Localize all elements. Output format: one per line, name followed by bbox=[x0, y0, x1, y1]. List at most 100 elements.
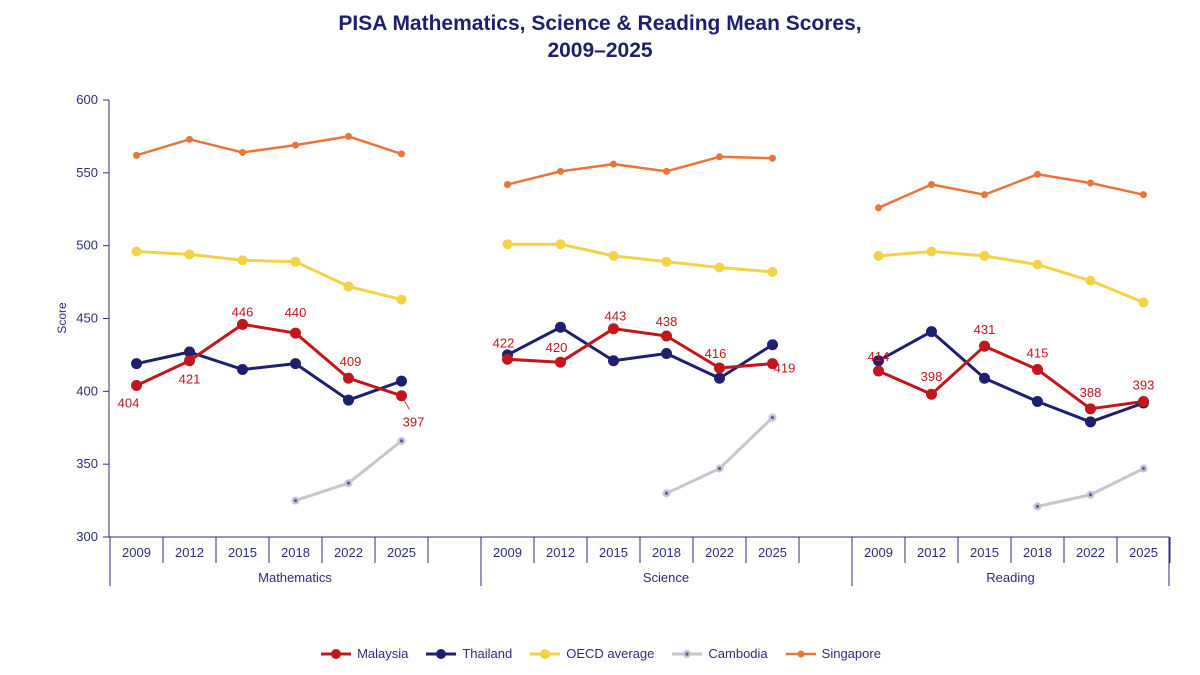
data-label-malaysia: 393 bbox=[1133, 378, 1155, 393]
data-point-oecd-average bbox=[661, 256, 672, 267]
chart-legend: Malaysia Thailand OECD average Cambodia Sing… bbox=[0, 646, 1200, 661]
data-label-malaysia: 419 bbox=[774, 361, 796, 376]
x-group-label: Science bbox=[643, 570, 689, 585]
series-line-singapore-reading bbox=[877, 173, 1144, 209]
y-tick-label: 550 bbox=[76, 165, 98, 180]
data-point-thailand bbox=[1032, 396, 1043, 408]
data-point-oecd-average bbox=[608, 250, 619, 261]
x-tick-label: 2015 bbox=[599, 545, 628, 560]
legend-item-cambodia: Cambodia bbox=[670, 646, 768, 661]
series-line-thailand-mathematics bbox=[136, 350, 403, 402]
data-point-thailand bbox=[237, 363, 248, 375]
x-tick-label: 2022 bbox=[1076, 545, 1105, 560]
data-point-malaysia bbox=[1138, 396, 1149, 408]
data-label-malaysia: 421 bbox=[179, 372, 201, 387]
data-point-thailand bbox=[979, 372, 990, 384]
data-point-singapore bbox=[928, 180, 935, 188]
x-tick-label: 2025 bbox=[1129, 545, 1158, 560]
chart-title: PISA Mathematics, Science & Reading Mean… bbox=[0, 10, 1200, 64]
y-tick-label: 300 bbox=[76, 529, 98, 544]
data-point-oecd-average bbox=[237, 255, 248, 266]
x-tick-label: 2018 bbox=[652, 545, 681, 560]
series-line-cambodia-science bbox=[665, 416, 774, 495]
y-tick-label: 600 bbox=[76, 92, 98, 107]
data-point-oecd-average bbox=[926, 246, 937, 257]
data-point-center-cambodia bbox=[399, 439, 404, 443]
data-point-malaysia bbox=[131, 380, 142, 392]
data-point-malaysia bbox=[290, 327, 301, 339]
legend-item-malaysia: Malaysia bbox=[319, 646, 408, 661]
legend-swatch-singapore bbox=[785, 650, 816, 657]
data-point-thailand bbox=[767, 339, 778, 351]
data-label-malaysia: 416 bbox=[705, 346, 727, 361]
data-label-malaysia: 422 bbox=[493, 335, 515, 350]
data-point-center-cambodia bbox=[346, 481, 351, 485]
data-point-malaysia bbox=[767, 358, 778, 370]
series-line-malaysia-mathematics bbox=[135, 322, 402, 398]
data-label-malaysia: 409 bbox=[340, 354, 362, 369]
legend-item-singapore: Singapore bbox=[784, 646, 881, 661]
series-line-singapore-mathematics bbox=[136, 135, 402, 157]
data-point-oecd-average bbox=[1138, 297, 1149, 308]
x-tick-label: 2015 bbox=[228, 545, 257, 560]
series-line-malaysia-science bbox=[507, 327, 773, 370]
data-point-oecd-average bbox=[979, 250, 990, 261]
data-point-malaysia bbox=[661, 330, 672, 342]
legend-item-thailand: Thailand bbox=[424, 646, 512, 661]
data-point-center-cambodia bbox=[770, 415, 775, 420]
data-label-leader-line bbox=[401, 395, 410, 410]
legend-swatch-marker-center bbox=[685, 651, 689, 656]
data-label-malaysia: 415 bbox=[1027, 345, 1049, 360]
data-point-thailand bbox=[184, 346, 195, 358]
data-label-malaysia: 446 bbox=[232, 304, 254, 319]
data-point-malaysia bbox=[184, 355, 195, 367]
data-point-center-cambodia bbox=[1088, 493, 1093, 497]
data-point-oecd-average bbox=[184, 249, 195, 260]
data-point-singapore bbox=[716, 153, 723, 161]
series-line-oecd-average-mathematics bbox=[136, 249, 402, 302]
data-point-malaysia bbox=[237, 318, 248, 330]
legend-label-singapore: Singapore bbox=[821, 646, 881, 661]
data-point-malaysia bbox=[926, 388, 937, 400]
data-point-center-cambodia bbox=[293, 498, 298, 503]
x-tick-label: 2009 bbox=[122, 545, 151, 560]
data-point-malaysia bbox=[714, 362, 725, 374]
legend-swatch-thailand bbox=[426, 648, 457, 659]
data-point-singapore bbox=[292, 141, 299, 149]
data-point-thailand bbox=[661, 347, 672, 359]
x-tick-label: 2022 bbox=[705, 545, 734, 560]
x-tick-label: 2015 bbox=[970, 545, 999, 560]
data-point-center-cambodia bbox=[1035, 504, 1040, 509]
data-label-malaysia: 414 bbox=[868, 349, 890, 364]
data-point-singapore bbox=[398, 150, 405, 158]
data-point-singapore bbox=[1087, 179, 1094, 187]
data-point-thailand bbox=[396, 375, 407, 387]
legend-label-thailand: Thailand bbox=[462, 646, 513, 661]
data-point-malaysia bbox=[608, 323, 619, 335]
legend-swatch-marker bbox=[540, 648, 551, 659]
chart-title-line-1: PISA Mathematics, Science & Reading Mean… bbox=[338, 12, 862, 35]
series-line-cambodia-mathematics bbox=[295, 439, 403, 503]
data-point-thailand bbox=[873, 355, 884, 367]
legend-swatch-marker bbox=[331, 648, 342, 659]
data-label-malaysia: 440 bbox=[285, 305, 307, 320]
x-tick-label: 2022 bbox=[334, 545, 363, 560]
legend-swatch-marker bbox=[436, 648, 447, 659]
series-line-oecd-average-science bbox=[507, 242, 773, 274]
series-line-thailand-reading bbox=[877, 330, 1145, 424]
data-point-singapore bbox=[769, 154, 776, 162]
data-point-center-cambodia bbox=[664, 491, 669, 495]
data-point-singapore bbox=[981, 191, 988, 199]
data-label-malaysia: 431 bbox=[974, 322, 996, 337]
data-label-malaysia: 443 bbox=[605, 309, 627, 324]
data-point-malaysia bbox=[555, 356, 566, 368]
data-label-malaysia: 438 bbox=[656, 314, 678, 329]
data-point-malaysia bbox=[502, 353, 513, 365]
data-point-singapore bbox=[663, 167, 670, 175]
data-label-malaysia: 404 bbox=[118, 396, 140, 411]
chart-plot: 300 350 400 450 500 550 600 Score 2009 2012 2015 20… bbox=[55, 92, 1171, 586]
legend-label-malaysia: Malaysia bbox=[357, 646, 409, 661]
data-point-thailand bbox=[608, 355, 619, 367]
data-point-thailand bbox=[714, 372, 725, 384]
legend-swatch-malaysia bbox=[321, 648, 352, 659]
